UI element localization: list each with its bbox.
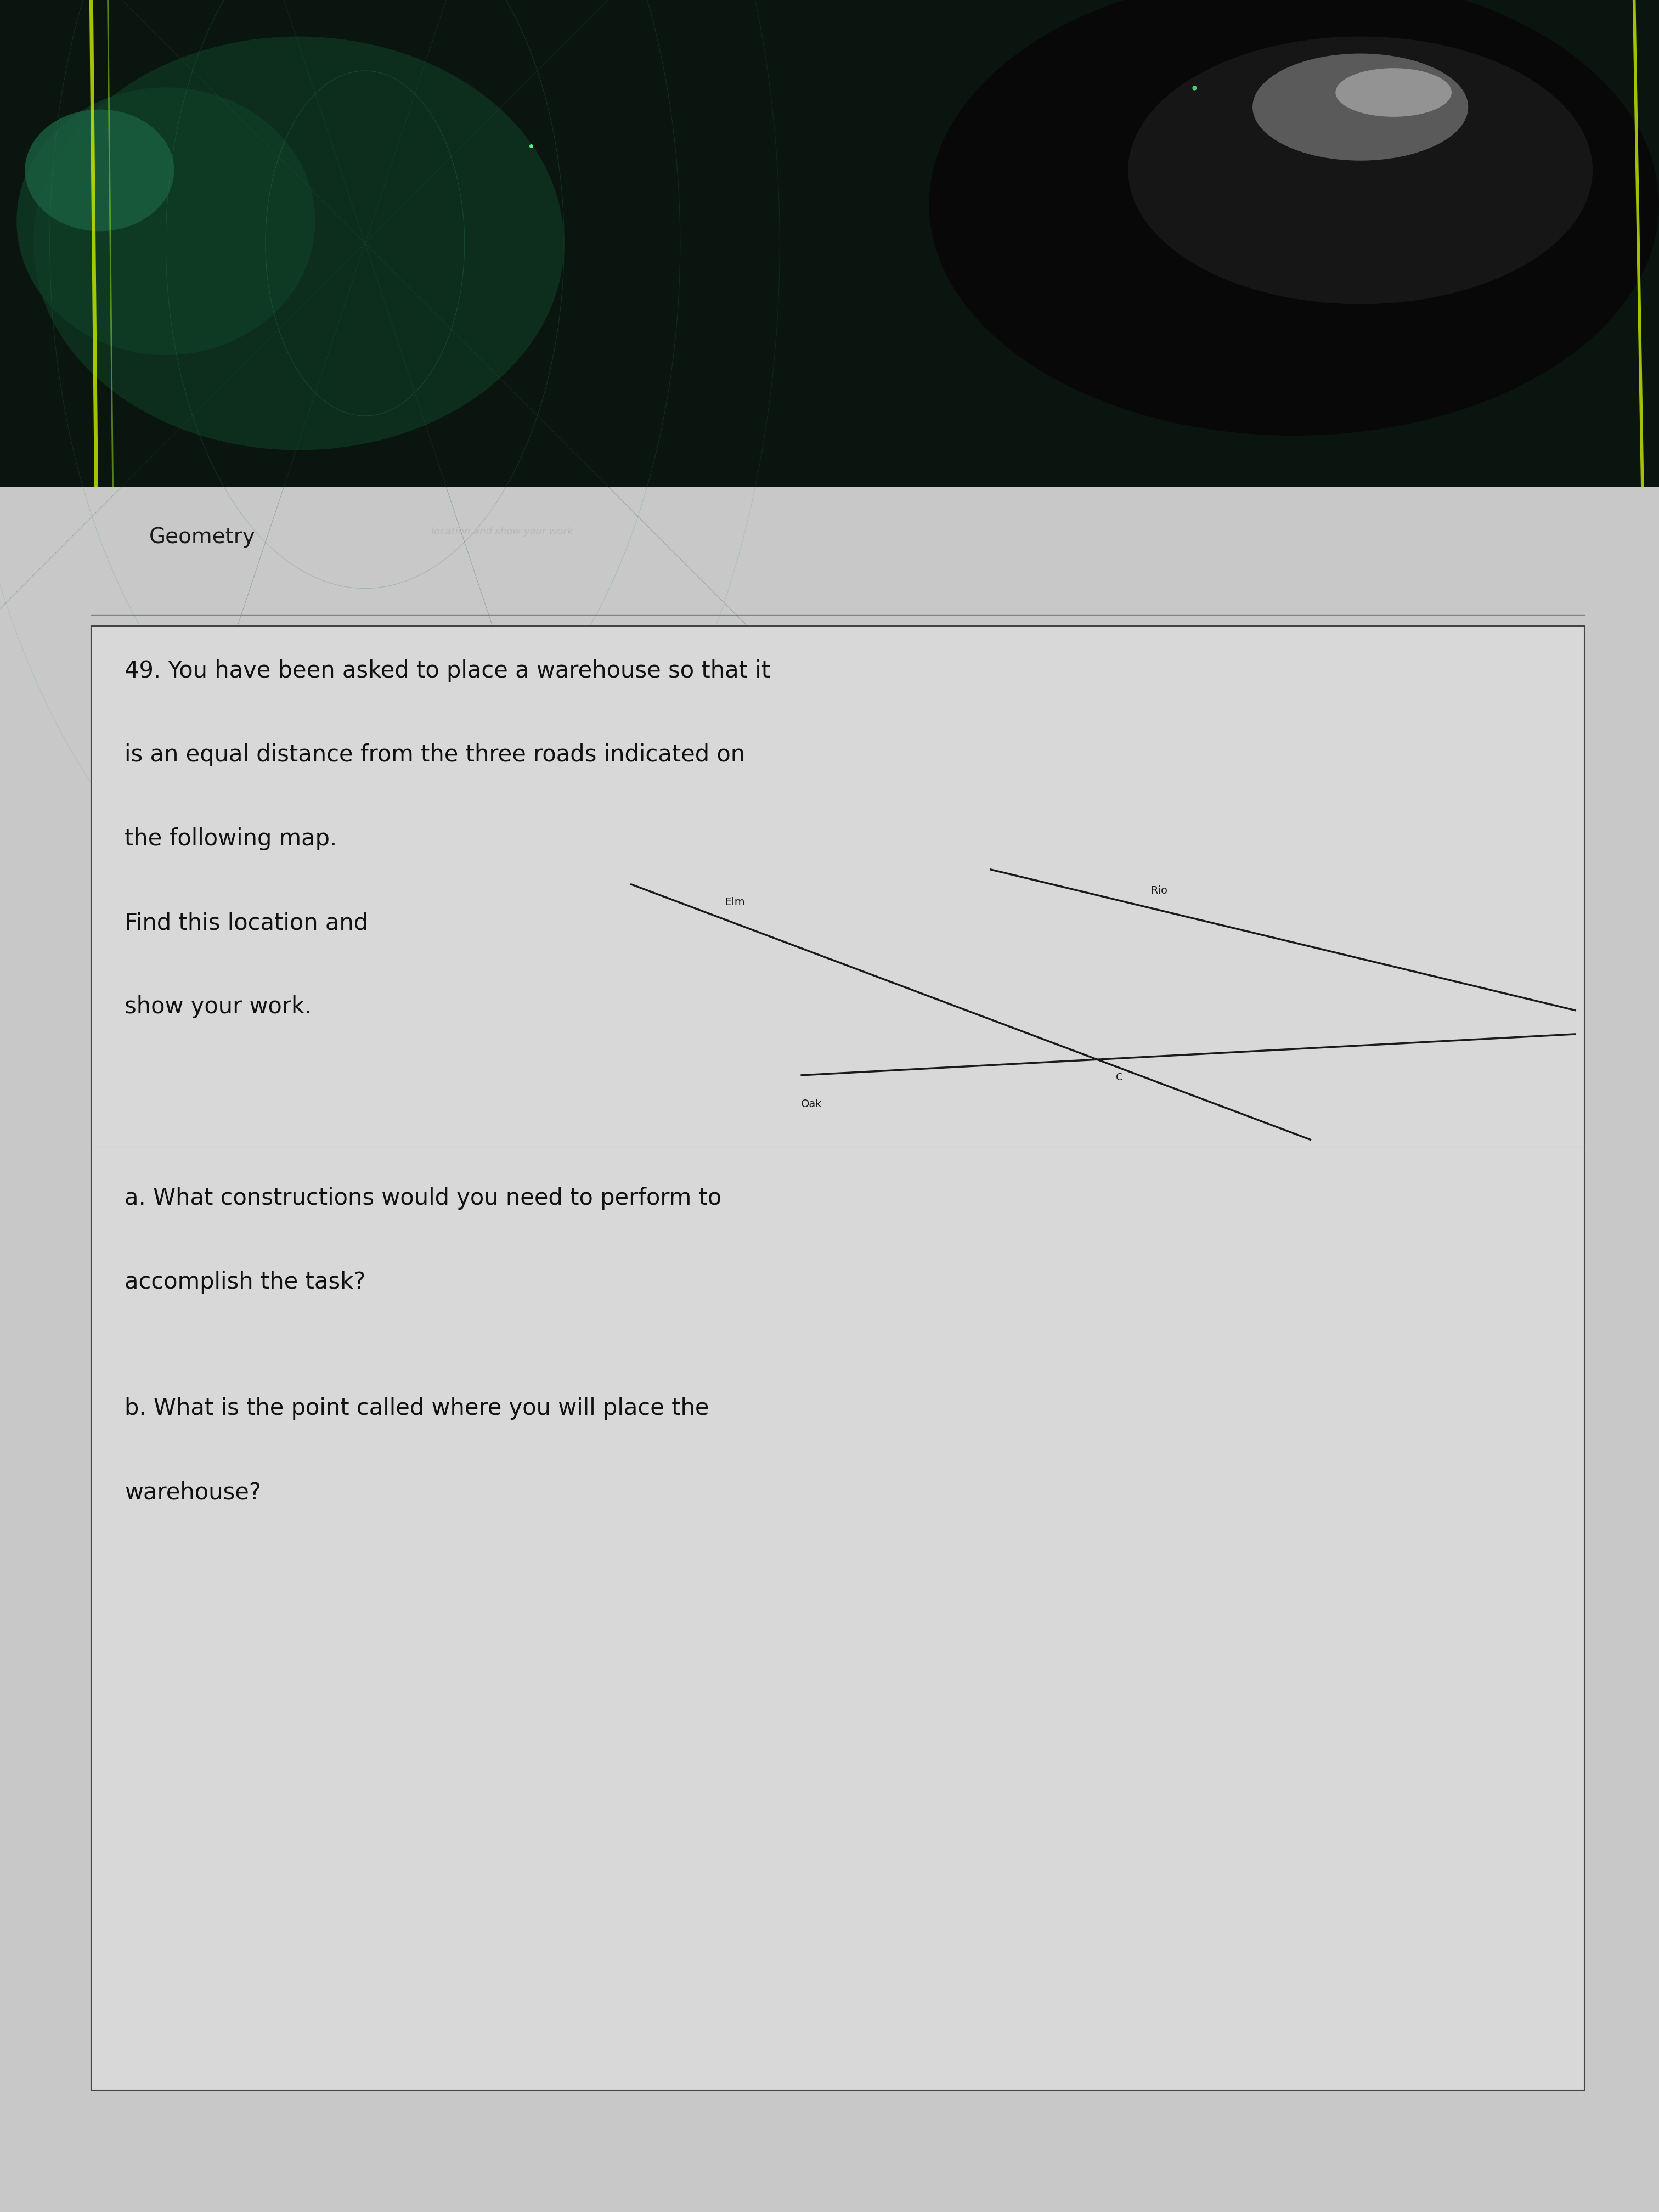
Ellipse shape [1253,53,1468,161]
Text: the following map.: the following map. [124,827,337,849]
Text: a. What constructions would you need to perform to: a. What constructions would you need to … [124,1186,722,1210]
Text: is an equal distance from the three roads indicated on: is an equal distance from the three road… [124,743,745,765]
Text: 49. You have been asked to place a warehouse so that it: 49. You have been asked to place a wareh… [124,659,770,681]
Text: C: C [1117,1073,1123,1082]
Text: location and show your work: location and show your work [431,526,572,535]
Text: warehouse?: warehouse? [124,1480,260,1504]
Ellipse shape [1335,69,1452,117]
Text: Geometry: Geometry [149,526,255,546]
Text: Find this location and: Find this location and [124,911,368,933]
Bar [0,487,1659,2212]
Text: Oak: Oak [801,1099,821,1108]
Text: b. What is the point called where you will place the: b. What is the point called where you wi… [124,1396,708,1420]
Ellipse shape [33,35,564,451]
Ellipse shape [1128,35,1593,305]
Text: accomplish the task?: accomplish the task? [124,1270,365,1294]
Text: show your work.: show your work. [124,995,312,1018]
Text: Rio: Rio [1151,885,1168,896]
Bar [91,626,1584,2090]
Ellipse shape [929,0,1659,436]
Ellipse shape [25,108,174,232]
Bar [0,0,1659,487]
Text: Elm: Elm [725,898,745,907]
Ellipse shape [17,86,315,356]
